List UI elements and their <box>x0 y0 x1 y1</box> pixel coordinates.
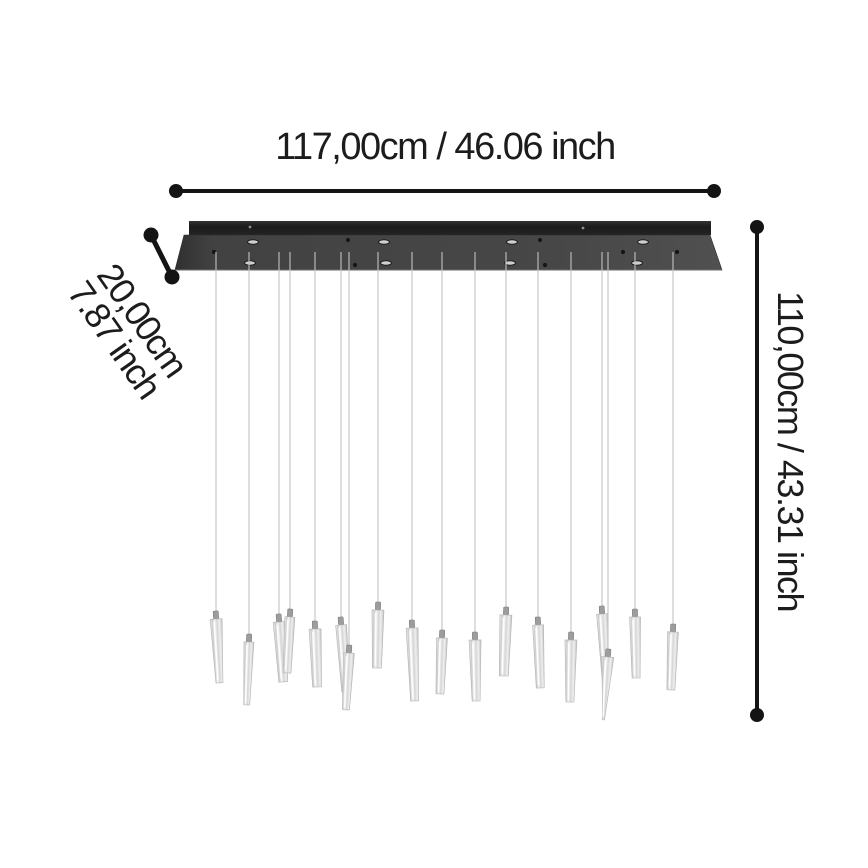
width-dimension-label: 117,00cm / 46.06 inch <box>275 126 616 168</box>
crystal-highlight <box>437 640 441 691</box>
canopy-screw <box>247 239 259 245</box>
pendant-cap <box>346 644 353 654</box>
depth-dimension-endpoint <box>143 227 159 243</box>
crystal-pendant <box>601 648 615 721</box>
pendant-cap <box>534 616 541 626</box>
crystal-highlight <box>213 622 219 681</box>
crystal-pendant <box>666 623 679 691</box>
crystal-body <box>243 641 255 706</box>
crystal-pendant <box>308 620 322 688</box>
height-dimension-endpoint <box>750 220 764 234</box>
crystal-pendant <box>435 629 448 695</box>
crystal-body <box>532 624 545 689</box>
depth-dimension-endpoint <box>164 269 180 285</box>
crystal-body <box>405 627 419 702</box>
pendant-cap <box>632 608 638 618</box>
crystal-pendant <box>564 631 578 703</box>
canopy-screw <box>378 239 390 245</box>
pendant-cap <box>503 606 510 616</box>
crystal-highlight <box>409 631 414 699</box>
canopy-back-edge <box>189 221 711 235</box>
crystal-pendant <box>371 601 385 669</box>
canopy-screw <box>380 260 392 266</box>
crystal-pendant <box>499 606 513 677</box>
crystal-highlight <box>501 617 505 673</box>
crystal-highlight <box>602 659 607 717</box>
crystal-body <box>499 614 513 677</box>
canopy-screw <box>244 260 256 266</box>
canopy-mount-dot <box>352 262 358 268</box>
pendant-cap <box>439 629 446 639</box>
crystal-pendant <box>405 619 419 702</box>
pendant-cap <box>337 616 344 626</box>
canopy-screw <box>504 260 516 266</box>
canopy-mount-dot <box>542 262 548 268</box>
crystal-highlight <box>668 634 672 687</box>
crystal-pendant <box>243 633 255 706</box>
pendant-cap <box>598 605 605 615</box>
crystal-highlight <box>632 620 636 676</box>
crystal-highlight <box>374 612 377 665</box>
crystal-pendant <box>282 608 296 674</box>
pendant-cap <box>212 610 219 620</box>
height-dimension-endpoint <box>750 708 764 722</box>
crystal-body <box>435 637 448 695</box>
crystal-body <box>371 609 385 669</box>
crystal-body <box>564 639 578 703</box>
crystal-body <box>308 628 322 688</box>
crystal-pendant <box>532 616 545 689</box>
crystal-pendant <box>209 610 224 684</box>
canopy-mount-dot <box>211 249 217 255</box>
pendant-cap <box>472 631 478 641</box>
crystal-highlight <box>567 642 570 699</box>
canopy-screw <box>637 239 649 245</box>
pendant-cap <box>670 623 677 633</box>
canopy-mount-dot <box>674 249 680 255</box>
pendant-cap <box>275 613 282 623</box>
canopy-screw <box>506 239 518 245</box>
width-dimension-endpoint <box>707 184 721 198</box>
canopy-mount-dot <box>537 237 543 243</box>
pendant-cap <box>287 608 294 618</box>
pendant-cap <box>568 631 574 641</box>
pendant-cap <box>375 601 381 611</box>
crystal-body <box>468 639 482 702</box>
crystal-highlight <box>535 628 540 686</box>
pendant-cap <box>408 619 415 629</box>
crystal-highlight <box>276 625 283 680</box>
canopy-screw <box>631 260 643 266</box>
pendant-cap <box>605 648 612 658</box>
crystal-highlight <box>343 655 348 707</box>
crystal-highlight <box>284 619 289 670</box>
pendant-cap <box>311 620 318 630</box>
pendant-cap <box>246 633 253 643</box>
crystal-body <box>666 631 679 691</box>
depth-dimension-line <box>148 233 175 279</box>
canopy-top-screw <box>248 225 252 229</box>
crystal-body <box>629 616 641 679</box>
height-dimension-label: 110,00cm / 43.31 inch <box>770 290 811 612</box>
canopy-mount-dot <box>620 249 626 255</box>
crystal-highlight <box>244 644 248 702</box>
canopy-top-screw <box>581 226 585 230</box>
crystal-highlight <box>471 643 476 699</box>
crystal-pendant <box>468 631 482 702</box>
crystal-pendant <box>342 644 355 711</box>
canopy-mount-dot <box>345 237 351 243</box>
width-dimension-endpoint <box>169 184 183 198</box>
crystal-highlight <box>312 632 316 685</box>
crystal-pendant <box>629 608 641 679</box>
fixture-layer <box>143 184 764 722</box>
